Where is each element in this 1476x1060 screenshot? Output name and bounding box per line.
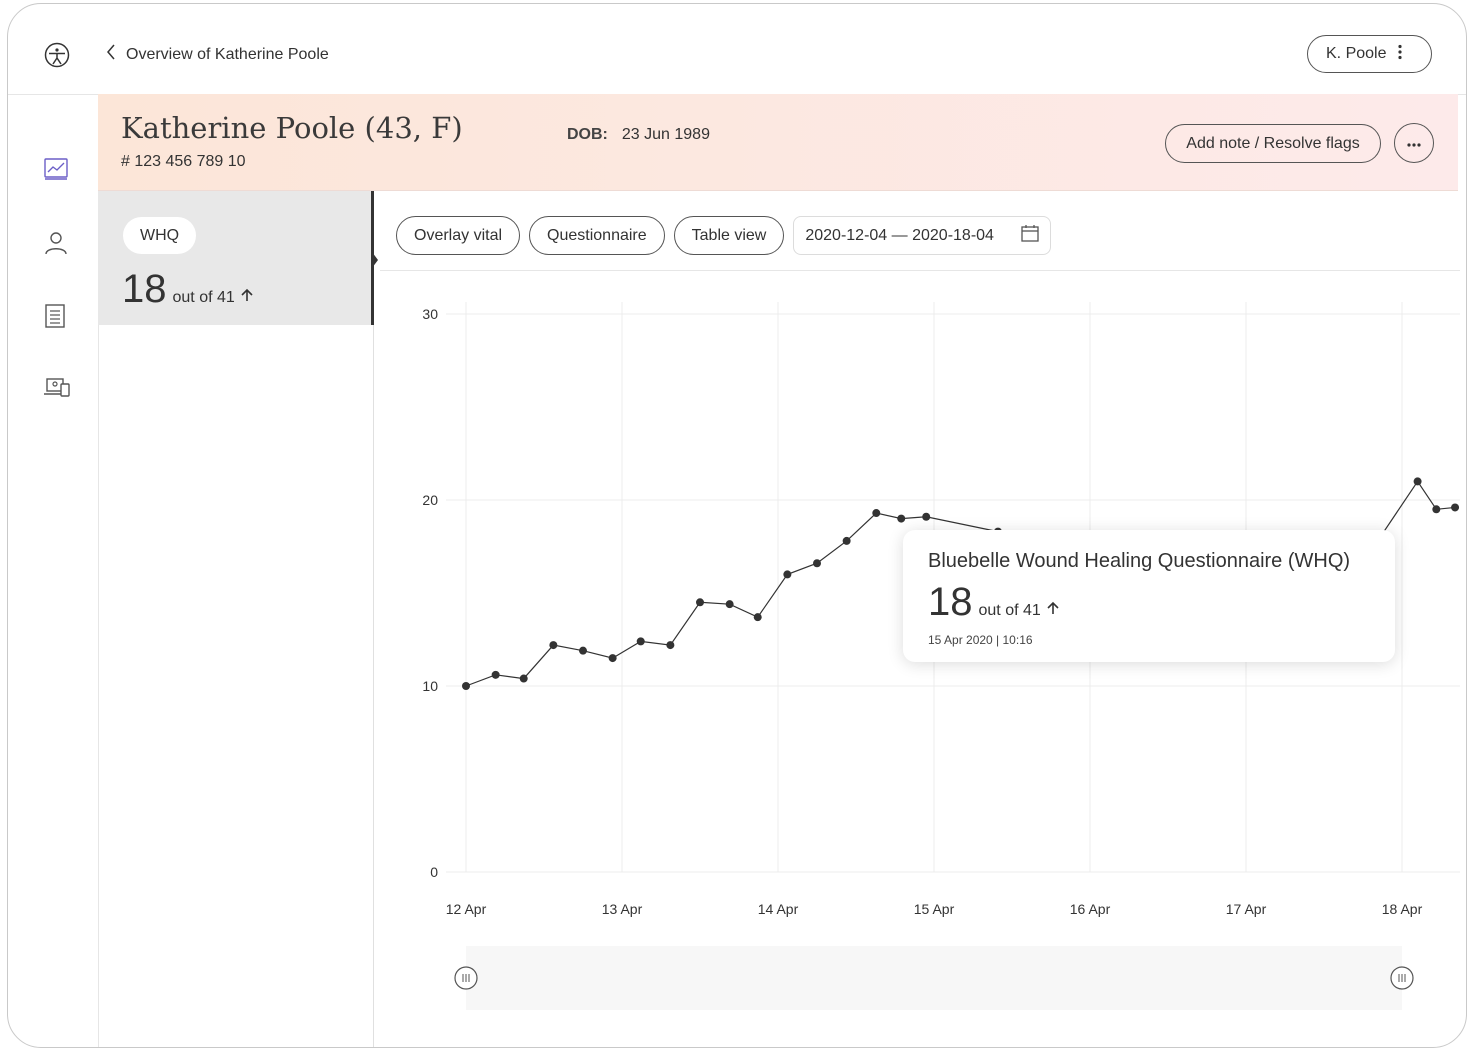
data-point <box>897 514 906 523</box>
x-tick-label: 16 Apr <box>1070 901 1111 917</box>
tooltip-score: 18 <box>928 580 973 624</box>
patient-dob: DOB: 23 Jun 1989 <box>567 126 710 144</box>
person-icon[interactable] <box>44 231 68 260</box>
data-point <box>636 637 645 646</box>
date-range-value: 2020-12-04 — 2020-18-04 <box>805 226 994 244</box>
patient-id: # 123 456 789 10 <box>121 153 246 170</box>
whq-chart[interactable]: 12 Apr 13 Apr 14 Apr 15 Apr 16 Apr 17 Apr 18 A… <box>380 294 1460 1034</box>
chart-tooltip: Bluebelle Wound Healing Questionnaire (W… <box>903 530 1395 662</box>
app-window: Overview of Katherine Poole K. Poole Kat… <box>7 3 1467 1048</box>
data-point <box>725 600 734 609</box>
chevron-left-icon <box>106 44 116 65</box>
data-point <box>872 509 881 518</box>
data-point <box>666 641 675 650</box>
add-note-button[interactable]: Add note / Resolve flags <box>1165 124 1381 163</box>
y-tick-label: 20 <box>422 492 438 508</box>
logo-icon[interactable] <box>44 42 70 73</box>
y-tick-label: 0 <box>430 864 438 880</box>
data-point <box>1432 505 1441 514</box>
chart-toolbar: Overlay vital Questionnaire Table view 2… <box>396 216 1052 255</box>
data-point <box>579 646 587 655</box>
overlay-vital-button[interactable]: Overlay vital <box>396 216 521 255</box>
measure-tag: WHQ <box>123 217 197 254</box>
calendar-icon <box>1021 224 1040 247</box>
tooltip-value: 18 out of 41 <box>928 580 1059 625</box>
devices-icon[interactable] <box>44 378 70 403</box>
toolbar-divider <box>380 270 1460 271</box>
ellipsis-icon <box>1407 134 1421 152</box>
back-link[interactable]: Overview of Katherine Poole <box>106 44 329 65</box>
top-bar: Overview of Katherine Poole K. Poole <box>8 4 1466 95</box>
data-point <box>1451 503 1460 512</box>
x-tick-label: 17 Apr <box>1226 901 1267 917</box>
patient-header: Katherine Poole (43, F) # 123 456 789 10… <box>98 94 1458 191</box>
tooltip-title: Bluebelle Wound Healing Questionnaire (W… <box>928 550 1351 572</box>
patient-name: Katherine Poole (43, F) <box>121 111 463 145</box>
chart-icon[interactable] <box>44 158 68 185</box>
tooltip-timestamp: 15 Apr 2020 | 10:16 <box>928 633 1033 647</box>
kebab-menu-icon <box>1398 44 1403 65</box>
measure-card-whq[interactable]: WHQ 18 out of 41 <box>98 191 374 325</box>
data-point <box>462 682 470 690</box>
data-point <box>783 570 792 579</box>
more-options-button[interactable] <box>1394 123 1434 163</box>
arrow-up-icon <box>1047 601 1059 620</box>
x-tick-label: 14 Apr <box>758 901 799 917</box>
date-range-picker[interactable]: 2020-12-04 — 2020-18-04 <box>793 216 1052 255</box>
data-point <box>549 641 558 650</box>
x-tick-label: 13 Apr <box>602 901 643 917</box>
data-point <box>753 613 762 622</box>
measure-score: 18 <box>122 267 167 311</box>
dob-value: 23 Jun 1989 <box>621 126 710 143</box>
selected-indicator <box>372 252 378 268</box>
data-point <box>813 559 821 568</box>
table-view-button[interactable]: Table view <box>673 216 785 255</box>
y-tick-label: 30 <box>422 306 438 322</box>
side-rail <box>18 94 99 1047</box>
document-icon[interactable] <box>44 304 66 333</box>
questionnaire-button[interactable]: Questionnaire <box>529 216 665 255</box>
measure-suffix: out of 41 <box>172 289 235 306</box>
user-menu-button[interactable]: K. Poole <box>1307 35 1432 73</box>
back-link-label: Overview of Katherine Poole <box>126 45 329 63</box>
data-point <box>922 512 931 521</box>
data-point <box>608 654 617 663</box>
measure-value: 18 out of 41 <box>122 267 253 312</box>
x-tick-label: 12 Apr <box>446 901 487 917</box>
x-tick-label: 18 Apr <box>1382 901 1423 917</box>
data-point <box>1413 477 1422 486</box>
dob-label: DOB: <box>567 126 608 143</box>
measure-list: WHQ 18 out of 41 <box>98 191 374 1047</box>
data-point <box>519 674 528 683</box>
y-tick-label: 10 <box>422 678 438 694</box>
user-name: K. Poole <box>1326 45 1387 62</box>
range-slider-track <box>466 946 1402 1010</box>
data-point <box>491 670 500 679</box>
arrow-up-icon <box>241 288 253 307</box>
data-point <box>696 598 704 607</box>
tooltip-suffix: out of 41 <box>978 602 1041 619</box>
data-point <box>842 536 851 545</box>
x-tick-label: 15 Apr <box>914 901 955 917</box>
